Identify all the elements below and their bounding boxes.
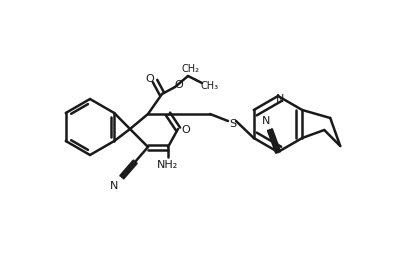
Text: O: O (146, 74, 154, 84)
Text: NH₂: NH₂ (157, 159, 178, 169)
Text: CH₂: CH₂ (181, 64, 199, 74)
Text: O: O (175, 80, 183, 90)
Text: N: N (110, 180, 118, 190)
Text: N: N (262, 116, 270, 125)
Text: CH₃: CH₃ (201, 81, 219, 91)
Text: S: S (229, 119, 236, 129)
Text: O: O (182, 124, 191, 134)
Text: N: N (276, 94, 284, 104)
